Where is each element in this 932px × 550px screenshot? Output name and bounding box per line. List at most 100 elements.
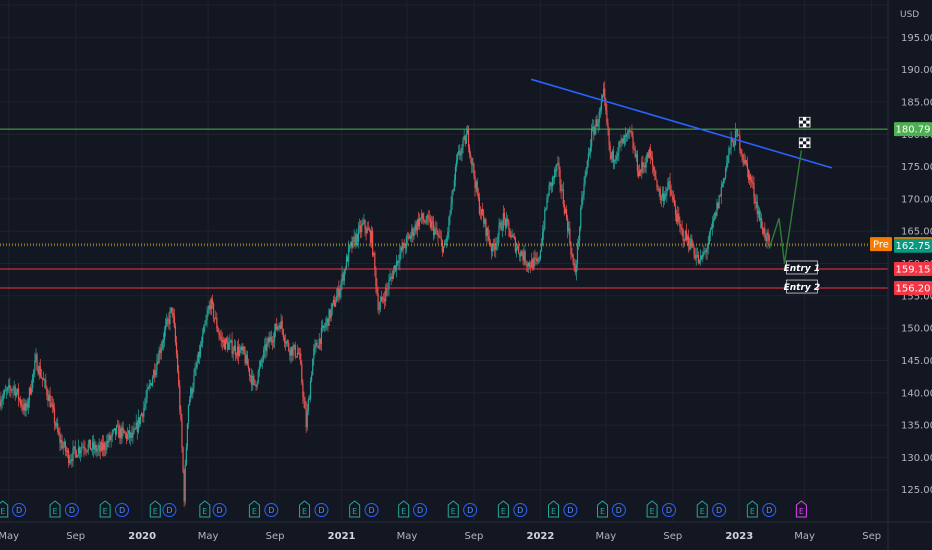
candle-body	[438, 235, 440, 237]
candle	[577, 235, 580, 250]
candle	[86, 449, 88, 454]
candle-body	[626, 132, 629, 135]
dividend-marker	[12, 503, 27, 517]
candle-body	[10, 388, 12, 391]
candle-body	[318, 338, 320, 349]
dividend-event-icon: D	[115, 503, 130, 517]
candle-body	[307, 399, 309, 411]
candle	[336, 287, 338, 303]
candle-body	[657, 188, 659, 190]
candle-body	[246, 355, 248, 366]
candle-body	[35, 354, 37, 361]
candle	[635, 151, 637, 162]
candle	[753, 176, 755, 205]
candle	[450, 196, 452, 216]
candle	[447, 227, 449, 242]
candle-body	[749, 174, 751, 180]
candle	[277, 326, 279, 333]
candle-body	[655, 176, 657, 180]
candle	[620, 134, 622, 152]
candle-body	[21, 404, 23, 407]
candle-body	[729, 148, 731, 150]
candle-body	[285, 341, 288, 344]
candle-body	[76, 455, 78, 458]
candle-body	[502, 213, 504, 229]
candle	[719, 194, 721, 198]
candle-body	[168, 319, 170, 324]
candle	[27, 397, 29, 415]
candle-body	[373, 253, 375, 256]
candle-body	[257, 371, 259, 383]
candle-body	[425, 222, 427, 224]
candle-body	[314, 345, 316, 349]
candle	[536, 251, 538, 266]
candle-body	[49, 394, 51, 408]
candle-body	[532, 259, 534, 270]
candle-body	[326, 318, 328, 323]
candle	[212, 301, 215, 322]
candle	[589, 139, 592, 159]
candle	[766, 229, 768, 249]
candle	[439, 229, 441, 239]
candle	[332, 296, 335, 306]
candle-body	[17, 388, 20, 400]
candle	[10, 385, 12, 398]
candle	[603, 82, 605, 98]
candle	[486, 227, 488, 244]
candle	[166, 313, 168, 328]
candle-body	[73, 446, 75, 448]
candle-body	[98, 445, 100, 448]
candle	[523, 244, 525, 267]
candle	[457, 152, 459, 165]
candle-body	[312, 359, 314, 376]
earnings-marker	[795, 500, 807, 518]
candle	[695, 247, 697, 266]
candle	[561, 184, 563, 192]
candle	[159, 343, 161, 360]
candle	[621, 138, 623, 147]
earnings-marker	[497, 500, 509, 518]
candle-body	[233, 345, 235, 352]
candle	[472, 157, 474, 173]
candle	[681, 220, 683, 237]
candle-body	[52, 405, 54, 409]
dividend-event-icon: D	[162, 503, 177, 517]
candle	[81, 441, 83, 458]
candle	[192, 382, 194, 399]
candle-body	[150, 383, 153, 386]
candle	[357, 221, 360, 249]
candle-body	[2, 395, 4, 400]
candle	[452, 188, 454, 196]
candle-body	[156, 361, 158, 371]
candle	[362, 217, 364, 226]
candle	[35, 348, 37, 363]
candle	[377, 286, 379, 314]
candle-body	[469, 147, 471, 155]
candle	[583, 176, 585, 201]
candle	[451, 189, 453, 211]
candle	[581, 190, 583, 210]
candle-body	[530, 266, 532, 268]
candle-body	[732, 141, 734, 147]
candle-body	[290, 346, 292, 356]
earnings-marker	[746, 500, 758, 518]
candle-body	[133, 429, 135, 433]
candle-body	[764, 228, 766, 238]
candle	[423, 211, 425, 225]
candle	[162, 332, 165, 351]
candle	[430, 215, 433, 231]
candle	[389, 270, 391, 282]
time-tick-label: Sep	[862, 531, 881, 542]
candle	[311, 371, 313, 383]
candle-body	[560, 184, 562, 191]
candle	[45, 373, 47, 390]
candle-body	[221, 339, 223, 343]
candle-body	[466, 129, 469, 135]
candle-body	[141, 413, 143, 416]
candle	[51, 396, 53, 414]
candle-body	[496, 243, 498, 245]
candle-body	[197, 351, 199, 363]
candle-body	[333, 299, 336, 307]
candle	[446, 235, 448, 248]
